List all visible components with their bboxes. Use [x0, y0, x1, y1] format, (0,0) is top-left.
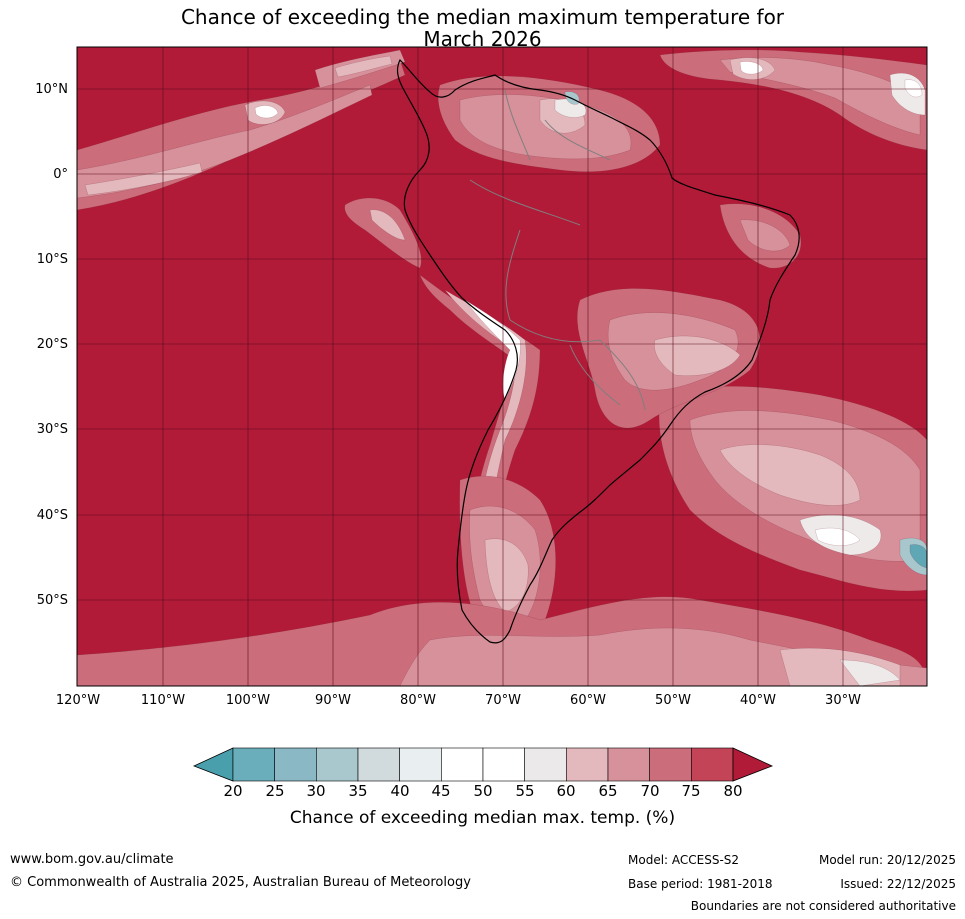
- colorbar-cell: [691, 747, 734, 782]
- colorbar-cell: [524, 747, 567, 782]
- colorbar-tick: 45: [431, 782, 451, 800]
- colorbar-tick: 80: [723, 782, 743, 800]
- colorbar-cell: [357, 747, 400, 782]
- colorbar-tick: 50: [473, 782, 493, 800]
- lon-label-120w: 120°W: [55, 693, 101, 708]
- lat-label-50s: 50°S: [36, 593, 68, 608]
- footer-website-link[interactable]: www.bom.gov.au/climate: [10, 852, 174, 867]
- map-frame: [76, 46, 928, 687]
- colorbar-cells: [232, 747, 734, 782]
- footer-issued: Issued: 22/12/2025: [840, 877, 956, 891]
- lon-label-70w: 70°W: [485, 693, 521, 708]
- colorbar-tick: 35: [348, 782, 368, 800]
- map-title-line-1: Chance of exceeding the median maximum t…: [180, 5, 785, 29]
- colorbar-cell: [649, 747, 692, 782]
- colorbar-tick: 30: [306, 782, 326, 800]
- lon-label-80w: 80°W: [400, 693, 436, 708]
- colorbar-under-triangle: [192, 747, 234, 782]
- colorbar-cell: [482, 747, 525, 782]
- lon-label-110w: 110°W: [140, 693, 186, 708]
- colorbar-tick: 70: [640, 782, 660, 800]
- colorbar-tick: 65: [598, 782, 618, 800]
- footer-model: Model: ACCESS-S2: [628, 853, 740, 867]
- lat-label-30s: 30°S: [36, 422, 68, 437]
- lon-label-50w: 50°W: [655, 693, 691, 708]
- map-title-line-2: March 2026: [423, 27, 542, 51]
- colorbar-tick: 55: [515, 782, 535, 800]
- footer-disclaimer: Boundaries are not considered authoritat…: [690, 899, 956, 913]
- colorbar-tick: 75: [681, 782, 701, 800]
- lon-label-60w: 60°W: [570, 693, 606, 708]
- colorbar: [192, 747, 774, 782]
- footer-model-run: Model run: 20/12/2025: [818, 853, 956, 867]
- probability-shading: [77, 49, 927, 686]
- lat-label-10s: 10°S: [36, 252, 68, 267]
- colorbar-over-triangle: [732, 747, 774, 782]
- lat-lon-gridlines: [77, 47, 927, 686]
- lat-label-10n: 10°N: [35, 82, 68, 97]
- colorbar-tick: 25: [265, 782, 285, 800]
- map-plot-area: [77, 47, 927, 686]
- south-america-coastline: [396, 58, 800, 644]
- colorbar-tick: 20: [223, 782, 243, 800]
- lon-label-100w: 100°W: [225, 693, 271, 708]
- colorbar-cell: [607, 747, 650, 782]
- colorbar-tick: 40: [390, 782, 410, 800]
- colorbar-cell: [316, 747, 359, 782]
- colorbar-cell: [566, 747, 609, 782]
- lat-label-20s: 20°S: [36, 337, 68, 352]
- lon-label-90w: 90°W: [315, 693, 351, 708]
- colorbar-tick: 60: [556, 782, 576, 800]
- footer-base-period: Base period: 1981-2018: [628, 877, 773, 891]
- lat-label-40s: 40°S: [36, 508, 68, 523]
- colorbar-cell: [232, 747, 275, 782]
- colorbar-cell: [399, 747, 442, 782]
- colorbar-label: Chance of exceeding median max. temp. (%…: [289, 808, 676, 828]
- lat-label-0: 0°: [53, 167, 68, 182]
- lon-label-30w: 30°W: [825, 693, 861, 708]
- colorbar-cell: [441, 747, 484, 782]
- footer-copyright: © Commonwealth of Australia 2025, Austra…: [10, 875, 471, 890]
- lon-label-40w: 40°W: [740, 693, 776, 708]
- colorbar-cell: [274, 747, 317, 782]
